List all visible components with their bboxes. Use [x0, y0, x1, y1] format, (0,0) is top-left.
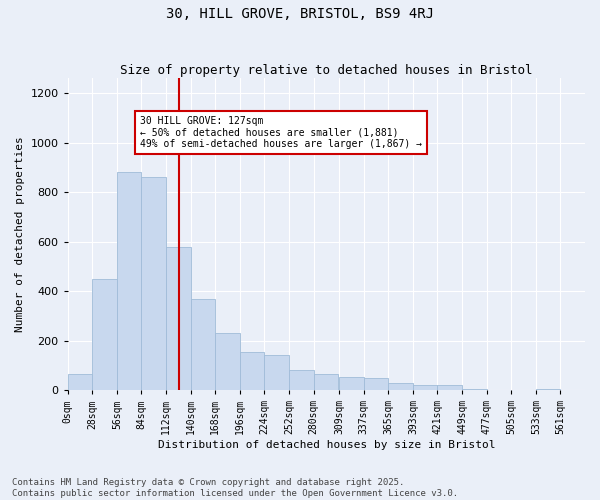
- Bar: [265, 356, 289, 390]
- Text: Contains HM Land Registry data © Crown copyright and database right 2025.
Contai: Contains HM Land Registry data © Crown c…: [12, 478, 458, 498]
- Bar: [339, 376, 364, 390]
- Bar: [142, 177, 166, 390]
- Bar: [462, 389, 487, 390]
- Y-axis label: Number of detached properties: Number of detached properties: [15, 136, 25, 332]
- Bar: [388, 382, 413, 390]
- Bar: [68, 374, 92, 390]
- Bar: [536, 389, 560, 390]
- Text: 30, HILL GROVE, BRISTOL, BS9 4RJ: 30, HILL GROVE, BRISTOL, BS9 4RJ: [166, 8, 434, 22]
- Bar: [117, 172, 142, 390]
- X-axis label: Distribution of detached houses by size in Bristol: Distribution of detached houses by size …: [158, 440, 495, 450]
- Bar: [215, 333, 240, 390]
- Title: Size of property relative to detached houses in Bristol: Size of property relative to detached ho…: [120, 64, 533, 77]
- Text: 30 HILL GROVE: 127sqm
← 50% of detached houses are smaller (1,881)
49% of semi-d: 30 HILL GROVE: 127sqm ← 50% of detached …: [140, 116, 422, 149]
- Bar: [437, 385, 462, 390]
- Bar: [240, 352, 265, 390]
- Bar: [166, 246, 191, 390]
- Bar: [191, 298, 215, 390]
- Bar: [314, 374, 338, 390]
- Bar: [364, 378, 388, 390]
- Bar: [289, 370, 314, 390]
- Bar: [413, 385, 437, 390]
- Bar: [92, 278, 117, 390]
